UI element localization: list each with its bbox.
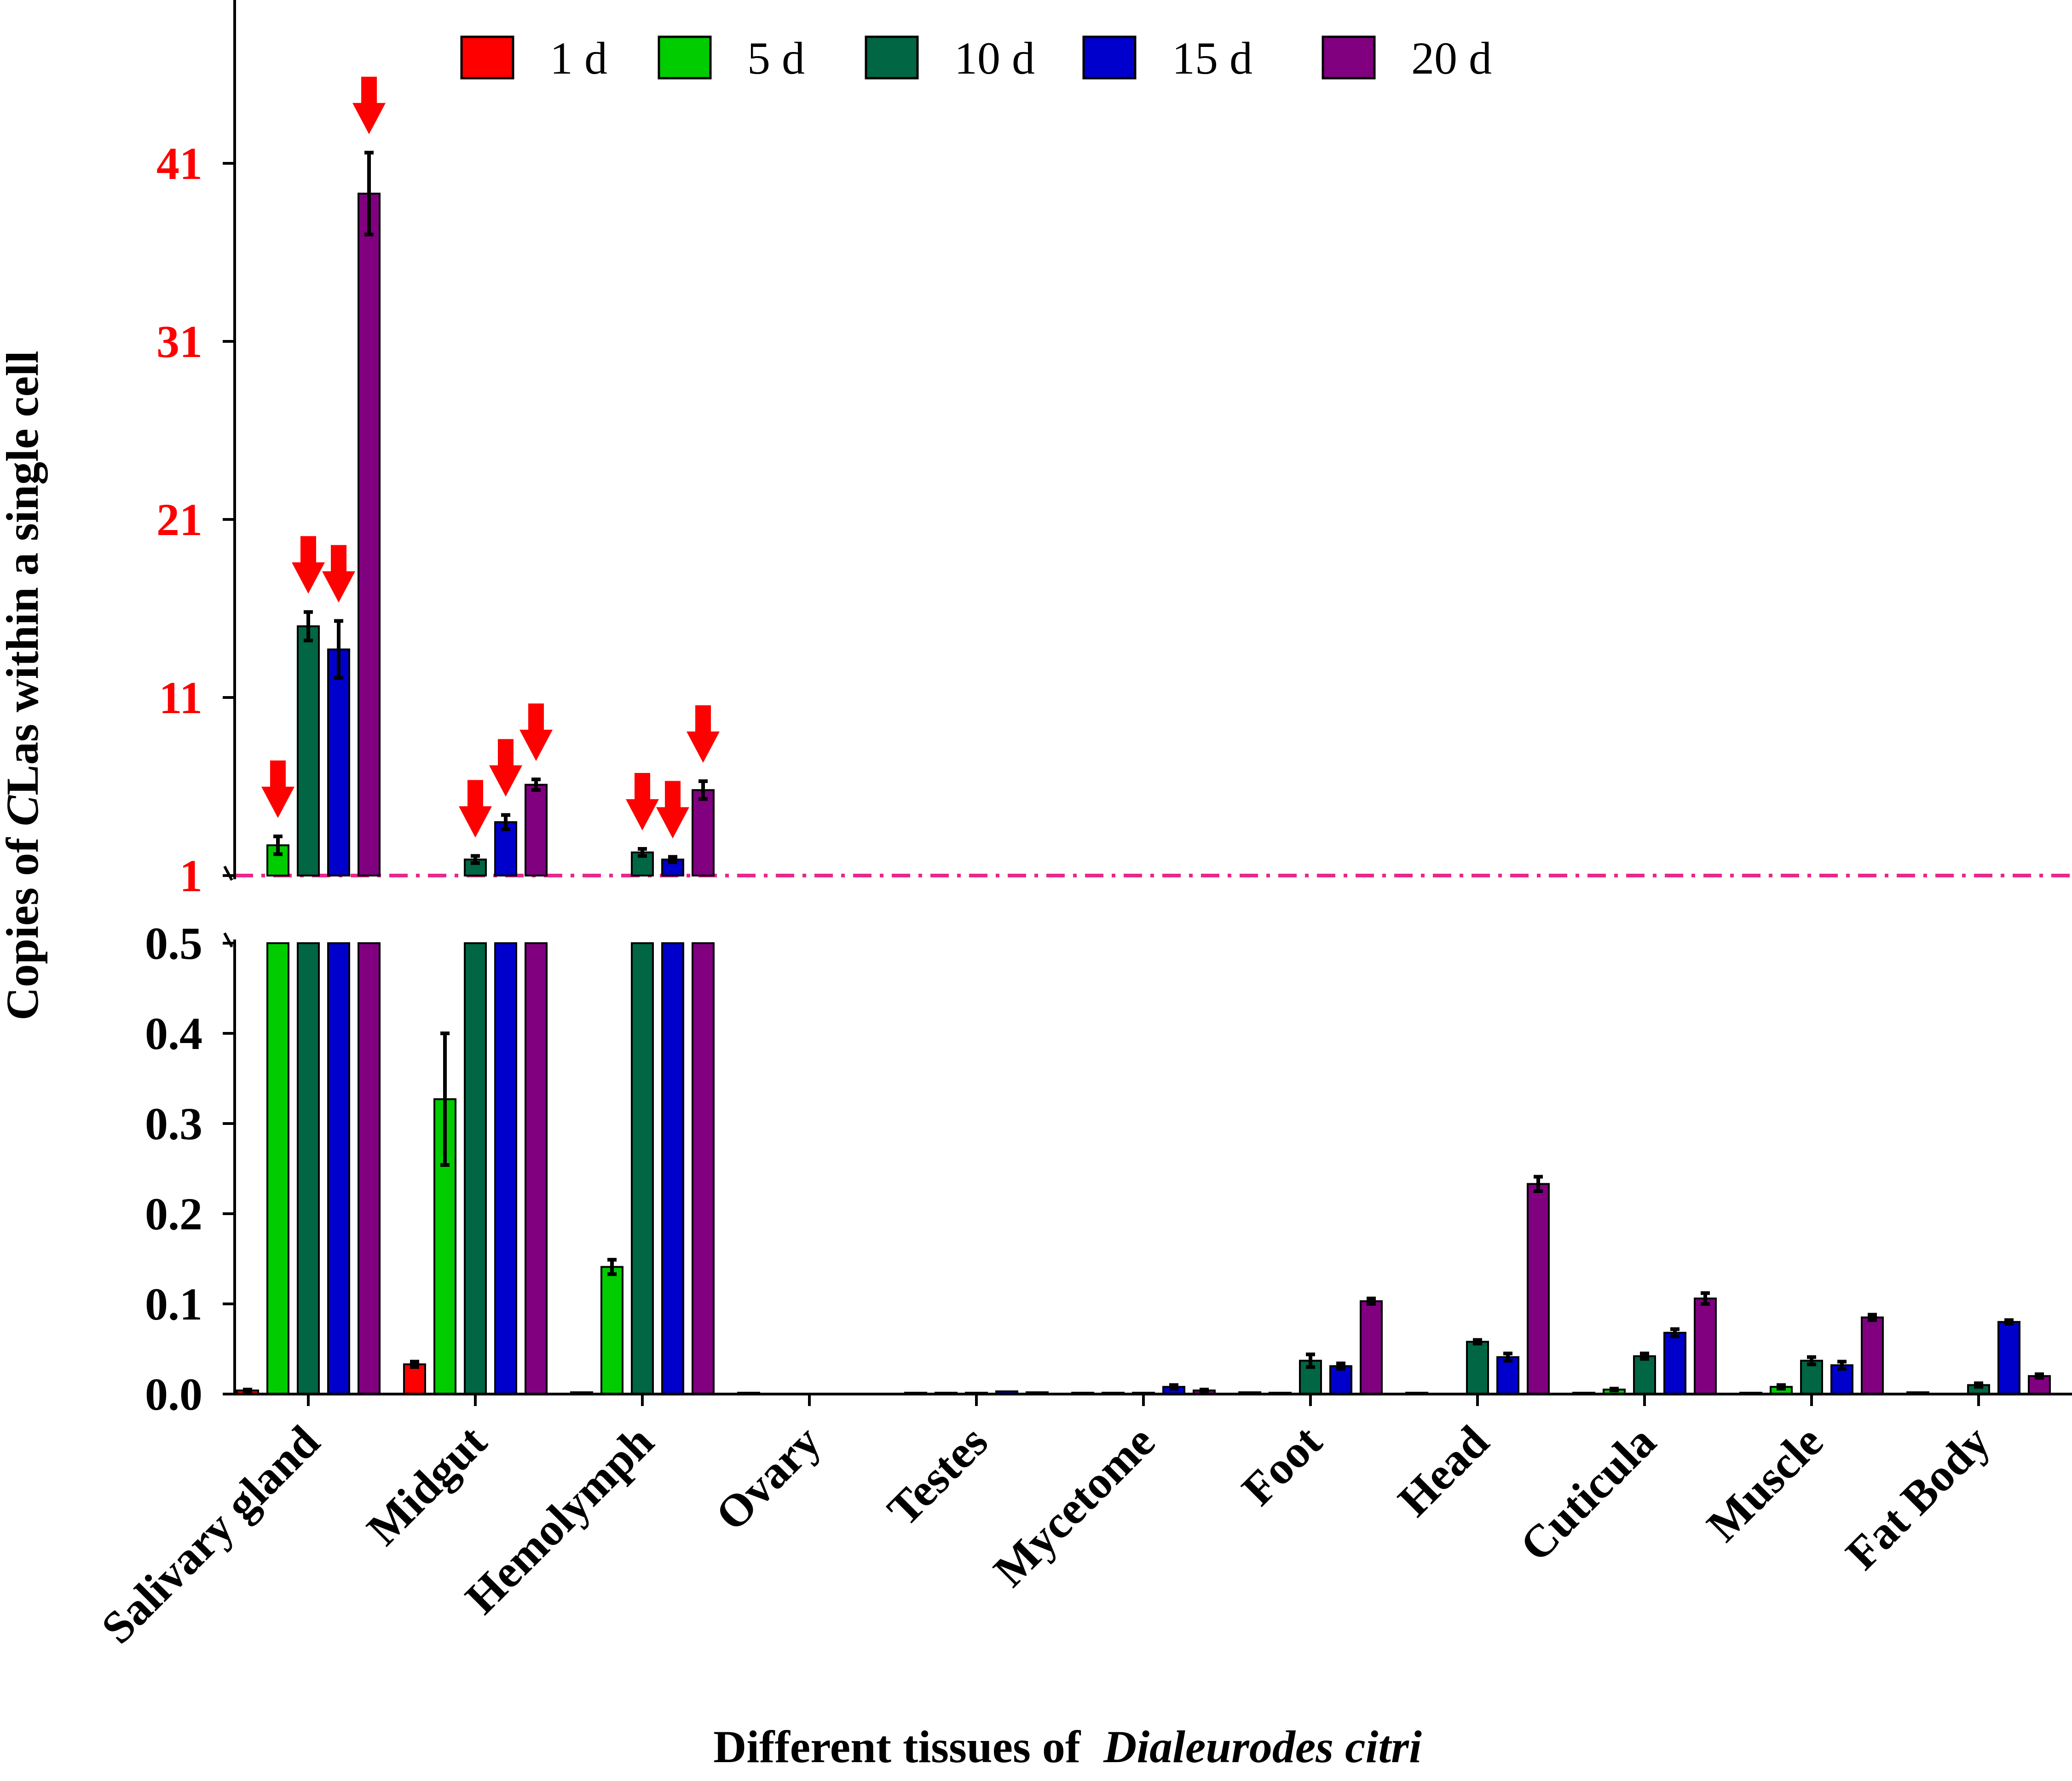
- legend-label-1: 5 d: [747, 33, 805, 84]
- y-tick-label-upper-3: 31: [156, 316, 202, 367]
- red-arrow-icon: [519, 703, 553, 761]
- bar-0-3-lower: [327, 942, 350, 1395]
- bar-2-4-upper: [692, 789, 715, 876]
- bar-7-4: [1527, 1183, 1550, 1395]
- y-tick-label-lower-4: 0.4: [145, 1008, 202, 1059]
- bars-layer: [236, 192, 2051, 1395]
- bar-2-4-lower: [692, 942, 715, 1395]
- arrows-layer: [261, 76, 720, 839]
- bar-1-4-lower: [525, 942, 548, 1395]
- red-arrow-icon: [489, 739, 522, 797]
- x-axis-title-species: Dialeurodes citri: [1103, 1721, 1422, 1772]
- bar-8-4: [1694, 1297, 1717, 1395]
- y-tick-label-upper-0: 1: [179, 850, 202, 901]
- bar-0-4-lower: [358, 942, 381, 1395]
- x-tick-label-0: Salivary gland: [92, 1416, 329, 1654]
- bar-2-1: [600, 1266, 623, 1395]
- bar-6-4: [1360, 1300, 1383, 1395]
- bar-2-2-lower: [631, 942, 654, 1395]
- y-tick-label-upper-1: 11: [159, 672, 202, 723]
- bar-10-3: [1997, 1321, 2020, 1395]
- x-tick-label-4: Testes: [877, 1416, 998, 1536]
- y-tick-label-upper-2: 21: [156, 494, 202, 545]
- bar-1-4-upper: [525, 784, 548, 876]
- red-arrow-icon: [626, 772, 659, 830]
- bar-8-2: [1633, 1355, 1656, 1395]
- red-arrow-icon: [292, 536, 325, 594]
- y-tick-label-lower-2: 0.2: [145, 1188, 202, 1239]
- x-tick-label-10: Fat Body: [1836, 1416, 1999, 1579]
- bar-0-4-upper: [358, 192, 381, 876]
- bar-2-3-lower: [661, 942, 684, 1395]
- red-arrow-icon: [656, 781, 689, 839]
- y-axis-title-suffix: Las within a single cell: [0, 351, 48, 795]
- legend-label-2: 10 d: [954, 33, 1035, 84]
- bar-0-1-lower: [266, 942, 289, 1395]
- y-tick-label-lower-3: 0.3: [145, 1098, 202, 1149]
- red-arrow-icon: [459, 780, 492, 838]
- bar-0-3-upper: [327, 648, 350, 876]
- y-tick-label-lower-5: 0.5: [145, 918, 202, 969]
- bar-1-2-lower: [464, 942, 487, 1395]
- bar-7-2: [1466, 1341, 1489, 1395]
- x-tick-label-9: Muscle: [1697, 1416, 1832, 1551]
- x-tick-label-6: Foot: [1232, 1416, 1332, 1515]
- legend-swatch-3: [1082, 35, 1137, 80]
- bar-9-4: [1861, 1316, 1884, 1395]
- x-tick-label-1: Midgut: [357, 1416, 496, 1555]
- x-axis-title-prefix: Different tissues of: [713, 1721, 1081, 1772]
- x-axis-title: Different tissues of Dialeurodes citri: [713, 1721, 1422, 1772]
- legend-swatch-2: [865, 35, 919, 80]
- red-arrow-icon: [261, 760, 294, 818]
- bar-7-3: [1496, 1356, 1519, 1395]
- y-tick-label-upper-4: 41: [156, 138, 202, 189]
- bar-0-2-lower: [297, 942, 320, 1395]
- legend-swatch-4: [1322, 35, 1376, 80]
- red-arrow-icon: [322, 545, 355, 603]
- legend-swatch-0: [460, 35, 514, 80]
- bar-1-3-lower: [494, 942, 517, 1395]
- legend: 1 d 5 d 10 d 15 d 20 d: [460, 33, 1492, 84]
- legend-label-0: 1 d: [550, 33, 607, 84]
- y-axis-title-prefix: Copies of: [0, 826, 48, 1020]
- axis-break-upper: [223, 865, 233, 881]
- bar-0-2-upper: [297, 625, 320, 876]
- x-tick-label-8: Cuticula: [1510, 1416, 1666, 1571]
- y-axis-title-italic: C: [0, 795, 48, 826]
- y-tick-label-lower-0: 0.0: [145, 1369, 202, 1420]
- legend-label-3: 15 d: [1172, 33, 1252, 84]
- x-tick-label-7: Head: [1388, 1416, 1499, 1526]
- y-tick-label-lower-1: 0.1: [145, 1279, 202, 1330]
- error-bars-layer: [243, 150, 2044, 1394]
- x-tick-label-5: Mycetome: [984, 1416, 1165, 1597]
- x-tick-label-3: Ovary: [706, 1416, 831, 1540]
- bar-8-3: [1663, 1331, 1686, 1395]
- red-arrow-icon: [352, 76, 386, 134]
- legend-swatch-1: [658, 35, 712, 80]
- red-arrow-icon: [687, 705, 720, 763]
- legend-label-4: 20 d: [1411, 33, 1492, 84]
- y-axis-title: Copies of CLas within a single cell: [0, 351, 48, 1020]
- axis-break-lower: [223, 932, 233, 948]
